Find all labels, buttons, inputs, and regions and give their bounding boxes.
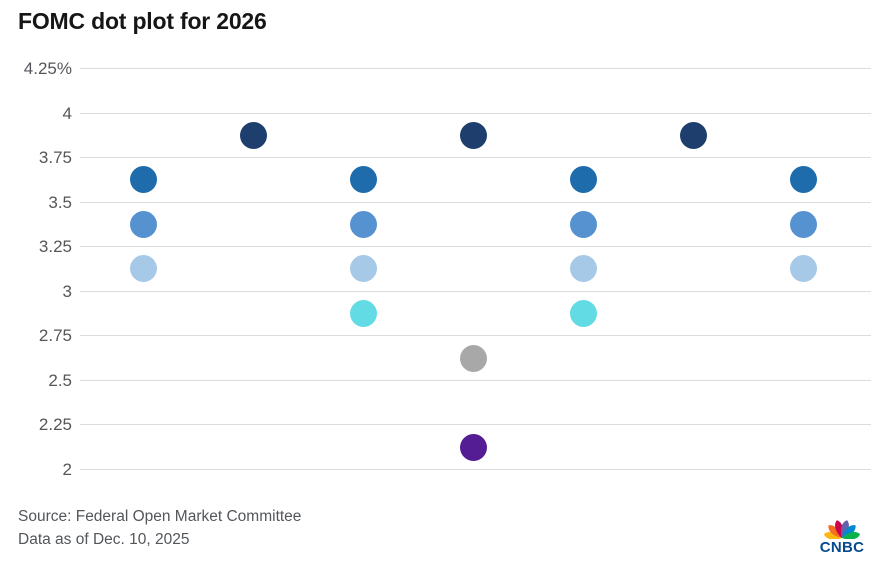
page-title: FOMC dot plot for 2026 <box>18 8 267 34</box>
gridline <box>80 246 871 248</box>
gridline <box>80 424 871 426</box>
gridline <box>80 201 871 203</box>
peacock-feather <box>842 531 861 539</box>
y-tick-label: 3 <box>62 281 72 301</box>
gridline <box>80 379 871 381</box>
y-tick-label: 2 <box>62 459 72 479</box>
dot-3.125 <box>349 255 377 283</box>
dot-3.875 <box>460 121 487 149</box>
gridline <box>80 290 871 292</box>
dot-3.625 <box>790 166 818 194</box>
gridline <box>80 112 871 114</box>
y-tick-label: 2.5 <box>48 370 72 390</box>
dot-3.625 <box>129 166 157 194</box>
dot-2.125 <box>460 433 487 461</box>
source-text: Source: Federal Open Market Committee <box>18 508 302 525</box>
y-tick-label: 3.25 <box>38 237 72 257</box>
dot-3.625 <box>349 166 377 194</box>
chart-footer: Source: Federal Open Market Committee Da… <box>18 505 301 551</box>
peacock-feather <box>828 525 842 538</box>
dot-3.125 <box>790 255 818 283</box>
y-tick-label: 3.75 <box>38 148 72 168</box>
dot-3.375 <box>129 210 157 238</box>
gridline <box>80 335 871 337</box>
cnbc-wordmark: CNBC <box>819 539 865 556</box>
dot-2.875 <box>570 300 598 328</box>
date-text: Data as of Dec. 10, 2025 <box>18 531 190 548</box>
y-tick-label: 2.75 <box>38 326 72 346</box>
dot-2.625 <box>460 344 487 372</box>
peacock-feather <box>842 525 856 538</box>
y-tick-label: 4 <box>62 103 72 123</box>
dot-3.625 <box>570 166 598 194</box>
dot-3.125 <box>129 255 157 283</box>
dot-3.875 <box>239 121 267 149</box>
cnbc-logo: CNBC <box>817 509 867 556</box>
dot-3.875 <box>680 121 708 149</box>
peacock-feather <box>840 520 849 538</box>
dot-3.375 <box>349 210 377 238</box>
gridline <box>80 157 871 159</box>
gridline <box>80 468 871 470</box>
dot-2.875 <box>349 300 377 328</box>
peacock-icon <box>823 520 861 539</box>
dot-3.375 <box>790 210 818 238</box>
y-tick-label: 4.25% <box>23 59 72 78</box>
y-tick-label: 3.5 <box>48 192 72 212</box>
dot-3.375 <box>570 210 598 238</box>
gridline <box>80 68 871 69</box>
peacock-feather <box>823 531 842 539</box>
y-tick-label: 2.25 <box>38 415 72 435</box>
dot-3.125 <box>570 255 598 283</box>
